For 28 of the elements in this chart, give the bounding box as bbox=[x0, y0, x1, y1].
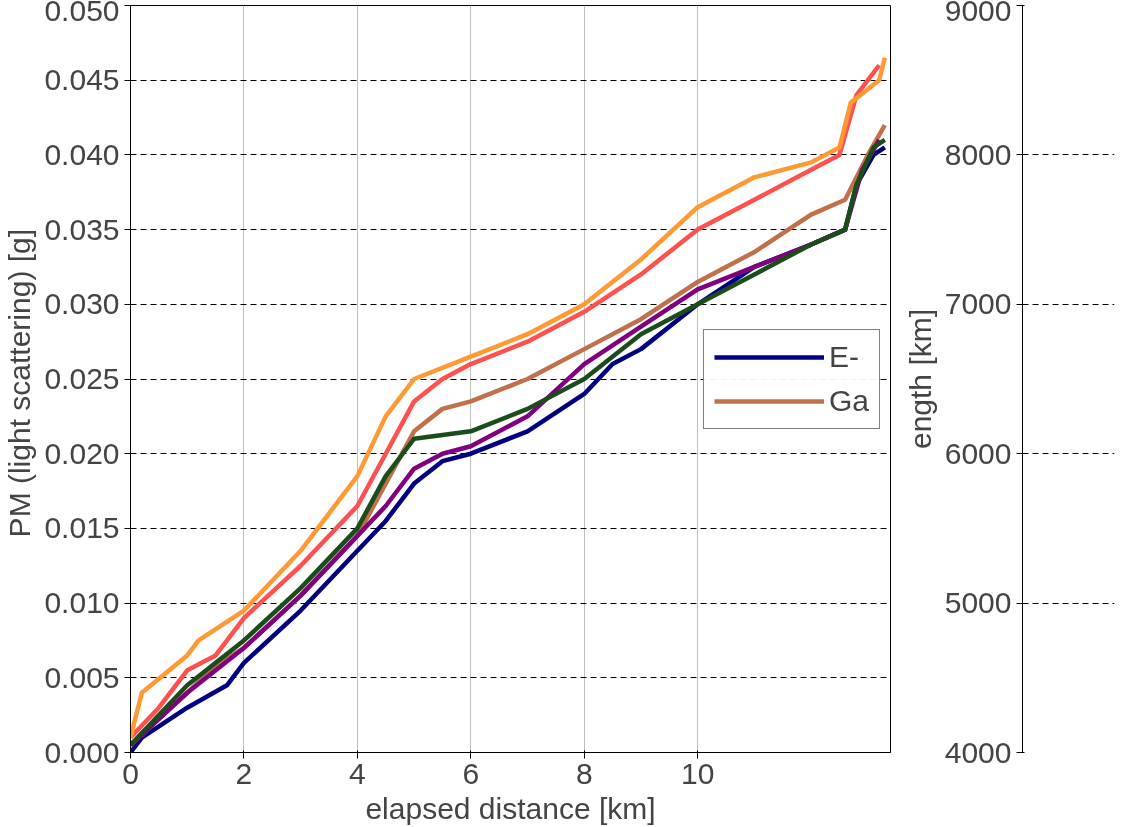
y-tick-label: 4000 bbox=[944, 735, 1012, 769]
y-axis-title: ength [km] bbox=[903, 308, 937, 450]
y-tick-label: 0.000 bbox=[44, 735, 120, 769]
legend-label: E- bbox=[828, 339, 859, 374]
y-tick-label: 0.035 bbox=[44, 212, 120, 246]
y-tick-label: 6000 bbox=[944, 436, 1012, 470]
y-tick-label: 0.025 bbox=[44, 362, 120, 395]
y-tick-label: 0.045 bbox=[44, 63, 120, 97]
y-tick-label: 0.040 bbox=[44, 137, 120, 171]
y-tick-label: 9000 bbox=[944, 0, 1012, 27]
x-tick-label: 10 bbox=[680, 756, 715, 790]
y-tick-label: 0.015 bbox=[44, 511, 120, 545]
y-tick-label: 0.050 bbox=[44, 0, 120, 27]
x-tick-label: 0 bbox=[122, 756, 139, 790]
y-tick-label: 5000 bbox=[944, 586, 1012, 620]
y-tick-label: 0.020 bbox=[44, 436, 120, 470]
x-tick-label: 4 bbox=[349, 756, 366, 790]
y-tick-label: 0.010 bbox=[44, 586, 120, 620]
y-axis-title: PM (light scattering) [g] bbox=[3, 228, 37, 538]
y-tick-label: 0.030 bbox=[44, 287, 120, 321]
x-axis-title: elapsed distance [km] bbox=[365, 791, 656, 825]
x-tick-label: 6 bbox=[462, 756, 480, 790]
y-tick-label: 7000 bbox=[944, 287, 1012, 321]
y-tick-label: 0.005 bbox=[44, 660, 120, 694]
x-tick-label: 2 bbox=[235, 756, 253, 790]
x-tick-label: 8 bbox=[575, 756, 593, 790]
y-tick-label: 8000 bbox=[944, 137, 1012, 171]
legend-label: Ga bbox=[828, 383, 869, 418]
